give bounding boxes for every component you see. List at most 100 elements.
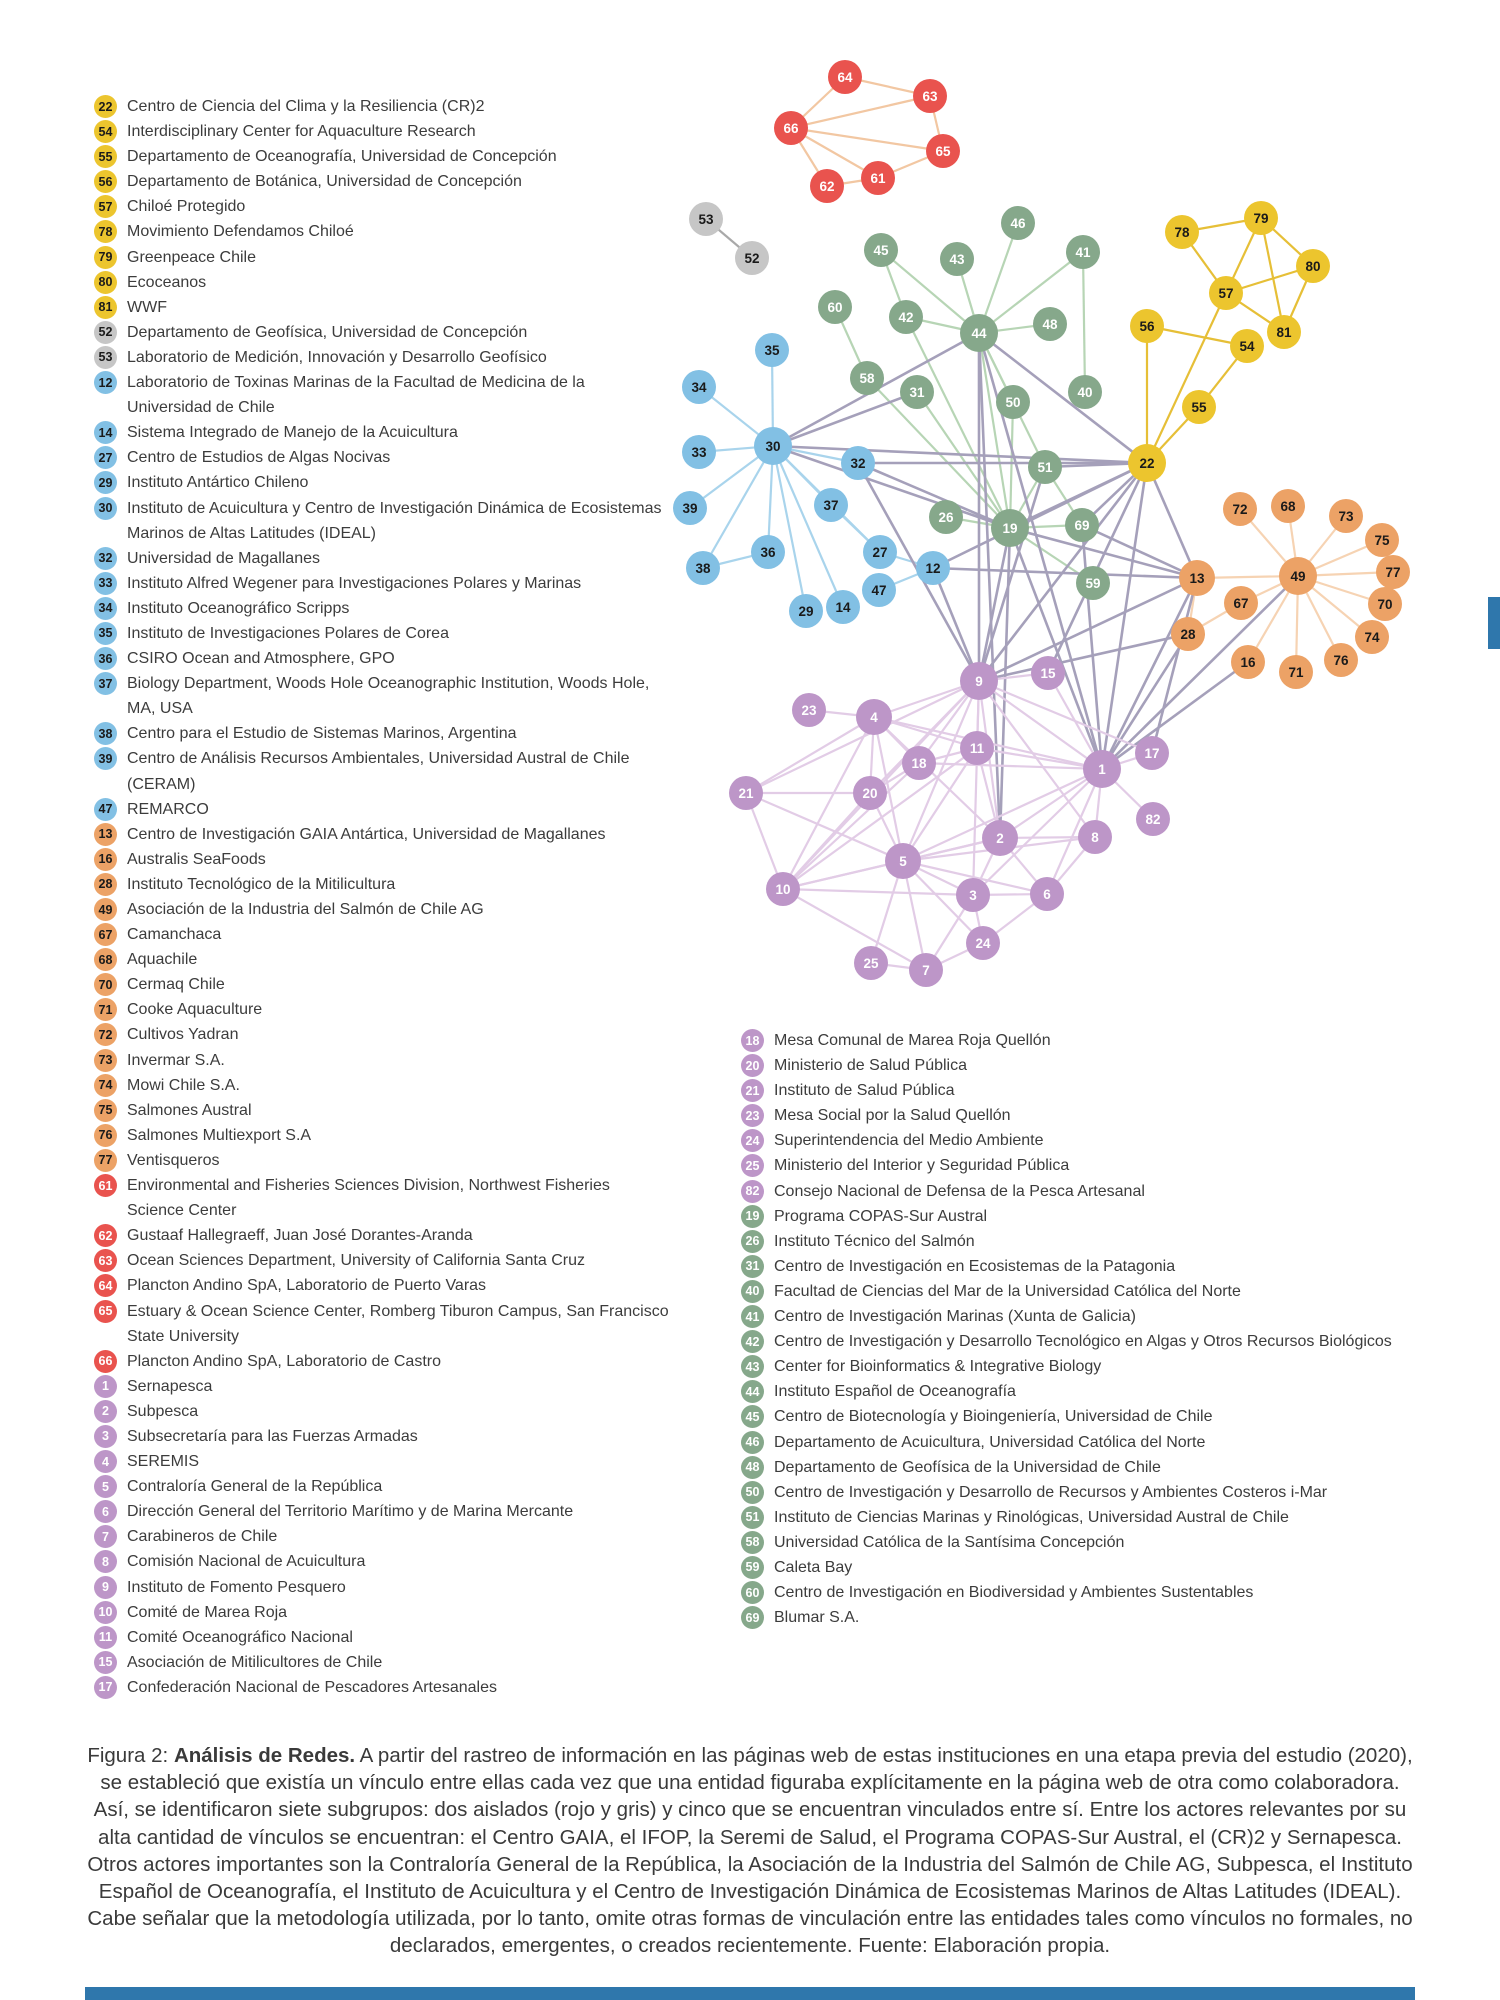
- legend-item-43: 43 Center for Bioinformatics & Integrativ…: [741, 1354, 1413, 1379]
- legend-label: Laboratorio de Toxinas Marinas de la Fac…: [127, 374, 585, 417]
- legend-label: Comité Oceanográfico Nacional: [127, 1628, 353, 1646]
- legend-item-40: 40 Facultad de Ciencias del Mar de la Uni…: [741, 1279, 1413, 1304]
- network-node-21: [729, 776, 763, 810]
- network-node-45: [864, 233, 898, 267]
- legend-item-69: 69 Blumar S.A.: [741, 1605, 1413, 1630]
- network-node-label-31: 31: [909, 385, 925, 400]
- network-node-24: [966, 926, 1000, 960]
- network-node-label-49: 49: [1290, 569, 1305, 584]
- network-node-79: [1244, 201, 1278, 235]
- legend-badge-59: 59: [741, 1555, 764, 1579]
- network-node-51: [1028, 450, 1062, 484]
- legend-badge-73: 73: [94, 1048, 117, 1072]
- legend-badge-21: 21: [741, 1079, 764, 1103]
- legend-label: Estuary & Ocean Science Center, Romberg …: [127, 1302, 669, 1345]
- legend-item-56: 56 Departamento de Botánica, Universidad …: [94, 169, 669, 194]
- network-node-label-4: 4: [870, 710, 878, 725]
- legend-label: Movimiento Defendamos Chiloé: [127, 223, 354, 241]
- legend-badge-16: 16: [94, 847, 117, 871]
- network-node-label-7: 7: [922, 963, 930, 978]
- legend-item-42: 42 Centro de Investigación y Desarrollo T…: [741, 1329, 1413, 1354]
- legend-label: Ecoceanos: [127, 273, 207, 291]
- legend-label: Facultad de Ciencias del Mar de la Unive…: [774, 1282, 1241, 1300]
- legend-label: Environmental and Fisheries Sciences Div…: [127, 1177, 610, 1220]
- network-node-38: [686, 551, 720, 585]
- legend-label: Camanchaca: [127, 926, 222, 944]
- legend-item-18: 18 Mesa Comunal de Marea Roja Quellón: [741, 1028, 1413, 1053]
- legend-item-20: 20 Ministerio de Salud Pública: [741, 1053, 1413, 1078]
- legend-badge-14: 14: [94, 421, 117, 445]
- legend-badge-19: 19: [741, 1204, 764, 1228]
- legend-label: Universidad Católica de la Santísima Con…: [774, 1533, 1125, 1551]
- network-node-55: [1182, 390, 1216, 424]
- network-edge-44-19: [977, 332, 1012, 529]
- legend-badge-26: 26: [741, 1229, 764, 1253]
- legend-item-38: 38 Centro para el Estudio de Sistemas Mar…: [94, 721, 669, 746]
- legend-label: Departamento de Botánica, Universidad de…: [127, 173, 522, 191]
- network-node-48: [1033, 307, 1067, 341]
- caption-body: A partir del rastreo de información en l…: [87, 1744, 1413, 1958]
- network-node-label-42: 42: [898, 310, 913, 325]
- legend-badge-75: 75: [94, 1098, 117, 1122]
- legend-item-65: 65 Estuary & Ocean Science Center, Romber…: [94, 1299, 669, 1349]
- network-edge-31-30: [772, 390, 918, 448]
- network-node-29: [789, 594, 823, 628]
- network-edge-19-1: [1008, 527, 1104, 770]
- legend-badge-57: 57: [94, 195, 117, 219]
- legend-item-23: 23 Mesa Social por la Salud Quellón: [741, 1103, 1413, 1128]
- legend-item-24: 24 Superintendencia del Medio Ambiente: [741, 1128, 1413, 1153]
- network-node-label-1: 1: [1098, 762, 1106, 777]
- network-node-54: [1230, 329, 1264, 363]
- network-node-label-47: 47: [871, 583, 886, 598]
- legend-badge-48: 48: [741, 1455, 764, 1479]
- network-node-65: [926, 134, 960, 168]
- network-edge-22-12: [932, 461, 1148, 570]
- network-node-label-69: 69: [1074, 518, 1089, 533]
- network-node-23: [792, 693, 826, 727]
- network-node-3: [956, 878, 990, 912]
- legend-item-45: 45 Centro de Biotecnología y Bioingenierí…: [741, 1404, 1413, 1429]
- legend-item-25: 25 Ministerio del Interior y Seguridad Pú…: [741, 1153, 1413, 1178]
- network-node-59: [1076, 566, 1110, 600]
- network-edge-66-65: [790, 126, 944, 153]
- legend-item-26: 26 Instituto Técnico del Salmón: [741, 1229, 1413, 1254]
- legend-label: Ministerio del Interior y Seguridad Públ…: [774, 1157, 1070, 1175]
- network-node-label-35: 35: [764, 343, 780, 358]
- legend-item-79: 79 Greenpeace Chile: [94, 245, 669, 270]
- network-node-30: [754, 427, 792, 465]
- legend-label: SEREMIS: [127, 1453, 200, 1471]
- network-node-label-80: 80: [1305, 259, 1320, 274]
- legend-badge-79: 79: [94, 245, 117, 269]
- legend-item-3: 3 Subsecretaría para las Fuerzas Armadas: [94, 1424, 669, 1449]
- network-node-81: [1267, 315, 1301, 349]
- network-edge-19-9: [977, 527, 1012, 682]
- network-node-16: [1231, 645, 1265, 679]
- network-node-label-56: 56: [1139, 319, 1155, 334]
- legend-badge-39: 39: [94, 747, 117, 771]
- network-node-label-55: 55: [1191, 400, 1207, 415]
- legend-label: Plancton Andino SpA, Laboratorio de Cast…: [127, 1352, 441, 1370]
- legend-item-73: 73 Invermar S.A.: [94, 1048, 669, 1073]
- legend-badge-31: 31: [741, 1254, 764, 1278]
- network-edge-13-9: [978, 576, 1198, 683]
- network-node-27: [863, 535, 897, 569]
- legend-item-60: 60 Centro de Investigación en Biodiversid…: [741, 1580, 1413, 1605]
- legend-item-8: 8 Comisión Nacional de Acuicultura: [94, 1549, 669, 1574]
- legend-badge-74: 74: [94, 1073, 117, 1097]
- legend-item-11: 11 Comité Oceanográfico Nacional: [94, 1625, 669, 1650]
- legend-badge-35: 35: [94, 621, 117, 645]
- network-edge-10-11: [782, 747, 978, 890]
- network-node-63: [913, 79, 947, 113]
- network-node-50: [996, 385, 1030, 419]
- network-node-label-34: 34: [691, 380, 707, 395]
- legend-label: Ocean Sciences Department, University of…: [127, 1252, 585, 1270]
- network-edge-10-3: [782, 887, 974, 897]
- legend-label: Instituto de Fomento Pesquero: [127, 1578, 346, 1596]
- legend-badge-56: 56: [94, 170, 117, 194]
- legend-label: Consejo Nacional de Defensa de la Pesca …: [774, 1182, 1145, 1200]
- legend-label: Centro de Investigación Marinas (Xunta d…: [774, 1308, 1136, 1326]
- network-edge-45-44: [880, 249, 980, 334]
- legend-item-74: 74 Mowi Chile S.A.: [94, 1073, 669, 1098]
- legend-label: Chiloé Protegido: [127, 198, 246, 216]
- network-node-label-19: 19: [1002, 521, 1017, 536]
